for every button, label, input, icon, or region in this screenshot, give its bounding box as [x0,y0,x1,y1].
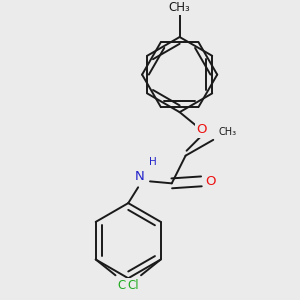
Text: N: N [134,170,144,183]
Text: O: O [206,175,216,188]
Text: Cl: Cl [118,279,129,292]
Text: CH₃: CH₃ [218,127,236,137]
Text: CH₃: CH₃ [169,1,190,14]
Text: O: O [196,124,207,136]
Text: Cl: Cl [128,279,139,292]
Text: H: H [149,157,157,166]
